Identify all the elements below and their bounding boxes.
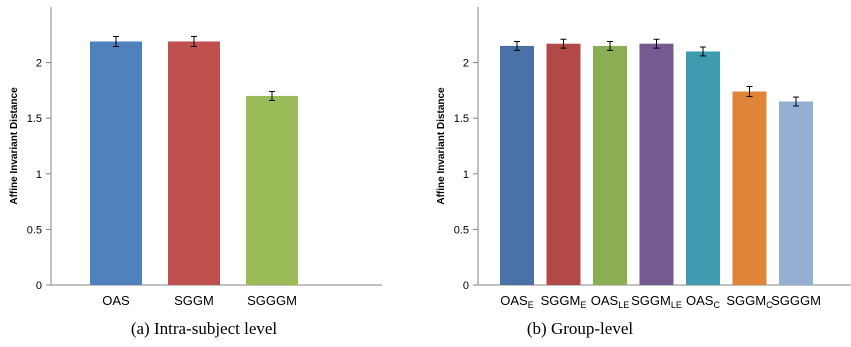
- x-tick-label-subscript: C: [766, 300, 773, 310]
- chart-caption: (a) Intra-subject level: [131, 319, 278, 338]
- y-tick-label: 2: [463, 58, 469, 70]
- x-tick-label: SGGGM: [771, 293, 821, 308]
- x-tick-label-main: OAS: [102, 293, 130, 308]
- x-tick-label-subscript: E: [580, 300, 586, 310]
- x-tick-label: SGGMLE: [631, 293, 682, 310]
- x-tick-label-main: SGGM: [726, 293, 766, 308]
- y-tick-label: 1.5: [27, 113, 42, 125]
- y-tick-label: 2: [36, 58, 42, 70]
- bar: [246, 95, 298, 286]
- x-tick-label: OASLE: [591, 293, 629, 310]
- bar: [686, 51, 720, 286]
- x-tick-label-subscript: E: [528, 300, 534, 310]
- bar: [500, 45, 534, 285]
- y-axis-label: Affine Invariant Distance: [436, 87, 447, 205]
- y-tick-label: 0.5: [454, 224, 469, 236]
- y-tick-label: 0.5: [27, 224, 42, 236]
- x-tick-label: SGGM: [174, 293, 214, 308]
- x-tick-label-subscript: LE: [671, 300, 682, 310]
- x-tick-label-main: OAS: [500, 293, 528, 308]
- x-tick-label: SGGGM: [247, 293, 297, 308]
- x-tick-label-subscript: C: [713, 300, 720, 310]
- y-tick-label: 0: [36, 280, 42, 292]
- x-tick-label-main: SGGM: [631, 293, 671, 308]
- x-tick-label-main: SGGGM: [247, 293, 297, 308]
- chart-caption: (b) Group-level: [527, 319, 633, 338]
- y-tick-label: 1.5: [454, 113, 469, 125]
- bar: [90, 41, 142, 285]
- x-tick-label-main: OAS: [686, 293, 714, 308]
- bar: [732, 91, 767, 286]
- bar: [779, 101, 813, 286]
- x-tick-label: OASE: [500, 293, 533, 310]
- x-tick-label-subscript: LE: [618, 300, 629, 310]
- x-tick-label-main: SGGGM: [771, 293, 821, 308]
- x-tick-label-main: SGGM: [541, 293, 581, 308]
- x-tick-label: SGGMC: [726, 293, 773, 310]
- y-tick-label: 1: [36, 169, 42, 181]
- x-tick-label: SGGME: [541, 293, 587, 310]
- y-tick-label: 0: [463, 280, 469, 292]
- y-axis-label: Affine Invariant Distance: [9, 87, 20, 205]
- x-tick-label: OASC: [686, 293, 720, 310]
- chart-intra-subject: 0 0.5 1 1.5 2 Affine Invariant Distance OAS SGG…: [9, 7, 382, 338]
- bar: [168, 41, 220, 285]
- x-tick-label: OAS: [102, 293, 130, 308]
- bar: [593, 45, 627, 285]
- y-tick-label: 1: [463, 169, 469, 181]
- bar: [546, 43, 581, 285]
- bar: [639, 43, 674, 285]
- x-tick-label-main: OAS: [591, 293, 619, 308]
- x-tick-label-main: SGGM: [174, 293, 214, 308]
